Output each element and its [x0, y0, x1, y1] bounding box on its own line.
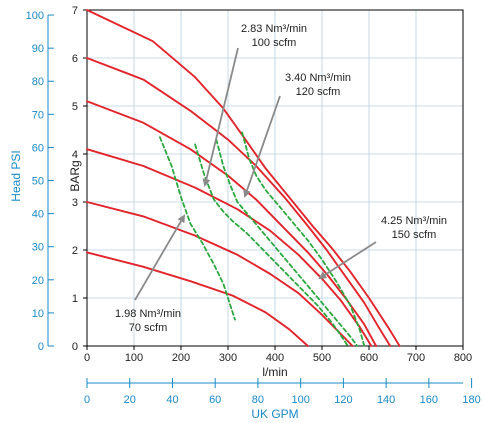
gpm-tick-label: 120 [334, 394, 352, 406]
gpm-tick-label: 80 [252, 394, 264, 406]
air-consumption-curve [158, 136, 236, 321]
lpm-tick-label: 600 [360, 352, 378, 364]
lpm-tick-label: 400 [266, 352, 284, 364]
bar-tick-label: 1 [72, 293, 78, 305]
gpm-tick-label: 100 [291, 394, 309, 406]
psi-tick-label: 10 [32, 308, 44, 320]
psi-tick-label: 50 [32, 176, 44, 188]
annotation-flow-label: 3.40 Nm³/min [285, 72, 351, 84]
annotation-arrow [243, 95, 281, 198]
bar-tick-label: 6 [72, 53, 78, 65]
annotation-scfm-label: 120 scfm [296, 86, 341, 98]
grid-lines [86, 9, 464, 347]
gpm-tick-label: 60 [209, 394, 221, 406]
lpm-tick-label: 200 [172, 352, 190, 364]
psi-tick-label: 40 [32, 209, 44, 221]
bar-tick-label: 5 [72, 101, 78, 113]
gpm-tick-label: 180 [462, 394, 480, 406]
psi-axis-title: Head PSI [9, 150, 23, 201]
annotation-arrow [202, 47, 239, 187]
lpm-tick-label: 100 [125, 352, 143, 364]
pressure-curve [86, 100, 378, 347]
bar-tick-label: 0 [72, 341, 78, 353]
bar-axis-title: BARg [68, 160, 82, 191]
lpm-tick-label: 0 [84, 352, 90, 364]
psi-tick-label: 60 [32, 142, 44, 154]
annotation-scfm-label: 70 scfm [129, 322, 168, 334]
annotation-scfm-label: 150 scfm [392, 229, 437, 241]
gpm-tick-label: 40 [166, 394, 178, 406]
annotation-flow-label: 4.25 Nm³/min [381, 215, 447, 227]
annotation-flow-label: 2.83 Nm³/min [241, 23, 307, 35]
gpm-axis-title: UK GPM [251, 407, 298, 421]
gpm-tick-label: 0 [84, 394, 90, 406]
bar-tick-label: 2 [72, 245, 78, 257]
lpm-tick-label: 500 [313, 352, 331, 364]
lpm-axis: 0 100 200 300 400 500 600 700 800 [84, 346, 472, 364]
psi-tick-label: 100 [26, 10, 44, 22]
lpm-axis-title: l/min [262, 365, 287, 379]
psi-axis: 0 10 20 30 40 50 60 70 80 90 100 [26, 10, 54, 353]
psi-tick-label: 90 [32, 43, 44, 55]
pressure-curve [86, 251, 309, 347]
gpm-tick-label: 140 [377, 394, 395, 406]
lpm-tick-label: 700 [407, 352, 425, 364]
pressure-curve [86, 57, 392, 347]
gpm-tick-label: 20 [124, 394, 136, 406]
bar-tick-label: 3 [72, 197, 78, 209]
psi-tick-label: 70 [32, 109, 44, 121]
air-consumption-curve [215, 138, 359, 347]
annotation-arrow [318, 241, 377, 280]
pressure-curve [86, 201, 354, 347]
pressure-curve [86, 9, 401, 347]
series-layer [86, 9, 401, 347]
annotation-arrow [134, 214, 186, 301]
bar-axis: 0 1 2 3 4 5 6 7 [72, 5, 87, 353]
pressure-curve [86, 148, 373, 347]
gpm-axis: 0 20 40 60 80 100 120 140 160 180 [84, 378, 481, 406]
annotation-scfm-label: 100 scfm [252, 37, 297, 49]
bar-tick-label: 7 [72, 5, 78, 17]
air-consumption-curve [194, 143, 349, 347]
psi-tick-label: 80 [32, 76, 44, 88]
lpm-tick-label: 800 [454, 352, 472, 364]
psi-tick-label: 30 [32, 242, 44, 254]
air-consumption-curve [241, 131, 366, 347]
bar-tick-label: 4 [72, 149, 78, 161]
annotations-layer: 2.83 Nm³/min 100 scfm 3.40 Nm³/min 120 scfm… [115, 23, 447, 334]
psi-tick-label: 20 [32, 275, 44, 287]
annotation-flow-label: 1.98 Nm³/min [115, 308, 181, 320]
lpm-tick-label: 300 [219, 352, 237, 364]
gpm-tick-label: 160 [420, 394, 438, 406]
psi-tick-label: 0 [38, 341, 44, 353]
